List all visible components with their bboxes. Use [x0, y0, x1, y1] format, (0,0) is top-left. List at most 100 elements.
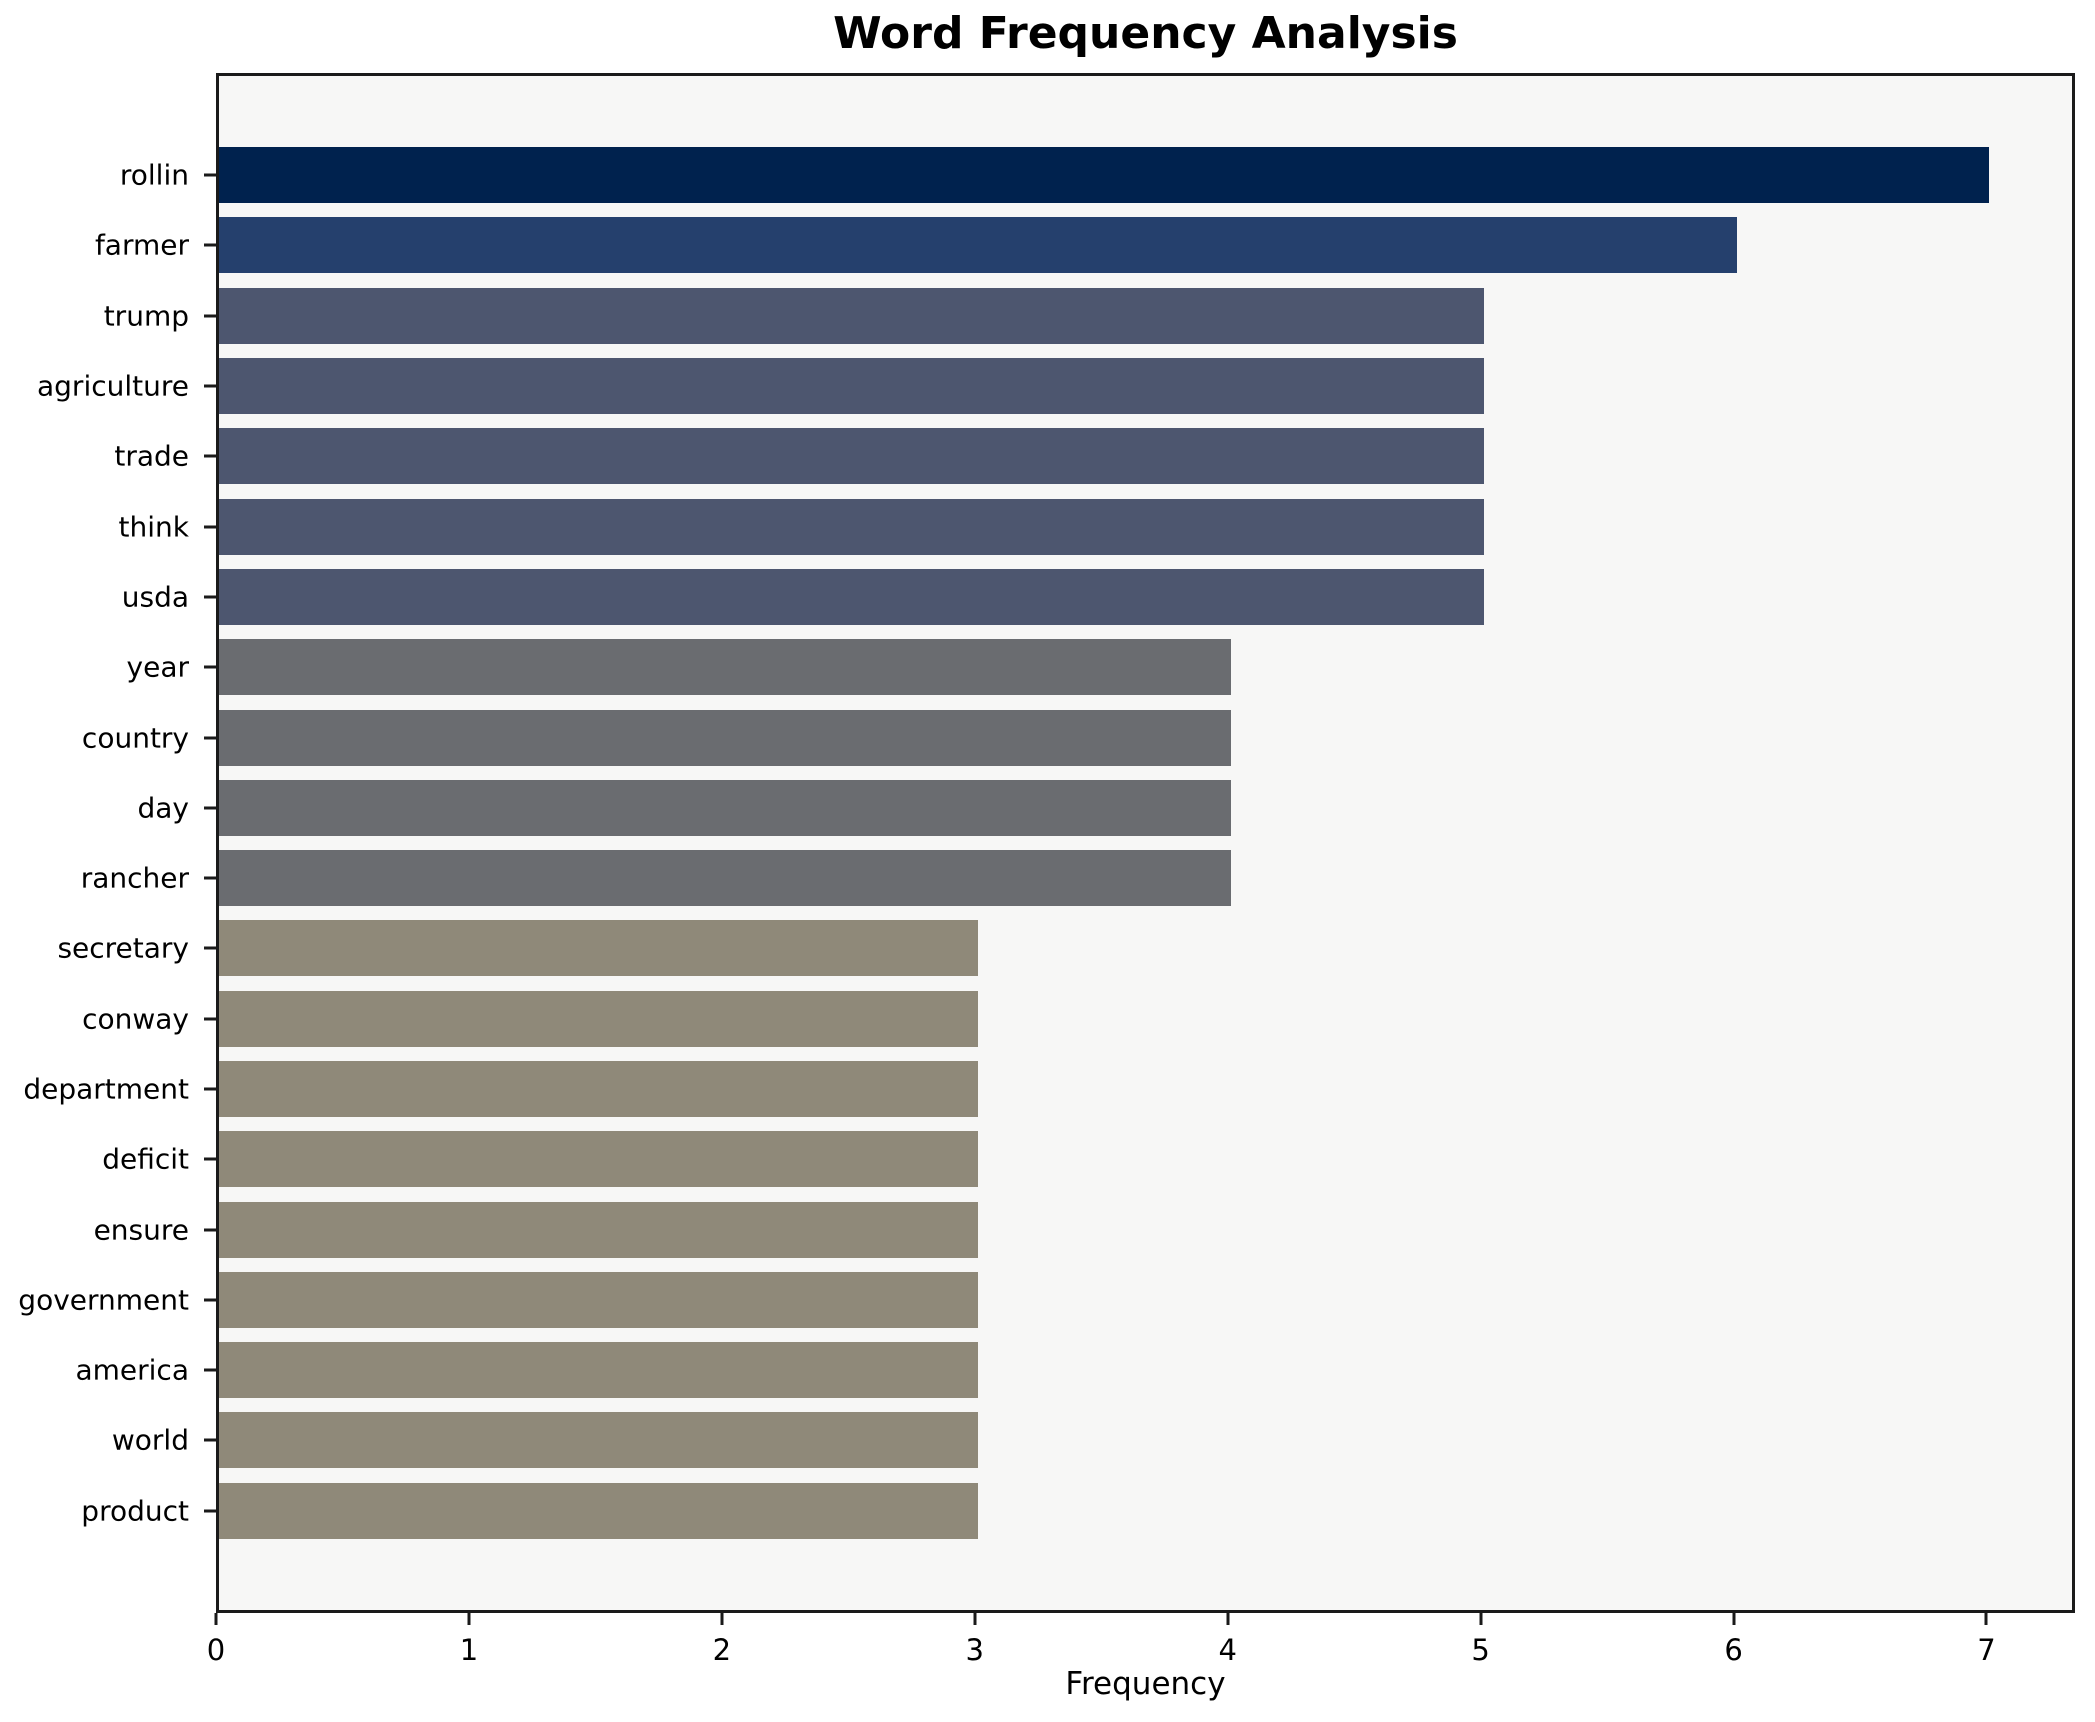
bar-row: america — [75, 1335, 2072, 1405]
bar-row: think — [119, 491, 2072, 561]
y-tick-label: america — [75, 1353, 189, 1387]
chart-title: Word Frequency Analysis — [833, 8, 1458, 59]
y-tick-label: rollin — [119, 158, 189, 192]
y-tick-label: product — [81, 1494, 189, 1528]
x-tick-label: 3 — [965, 1633, 984, 1667]
x-tick-label: 5 — [1471, 1633, 1490, 1667]
bar — [219, 147, 1989, 204]
bar — [219, 709, 1231, 766]
bar-row: trump — [104, 281, 2072, 351]
y-tick-label: department — [23, 1072, 189, 1106]
y-tick-mark — [204, 806, 216, 810]
bar-row: world — [112, 1405, 2072, 1475]
y-tick-mark — [204, 946, 216, 950]
x-tick-label: 2 — [712, 1633, 732, 1667]
y-tick-mark — [204, 525, 216, 529]
y-tick-mark — [204, 1438, 216, 1442]
x-axis-label: Frequency — [1065, 1666, 1226, 1702]
x-tick-label: 1 — [459, 1633, 479, 1667]
bar-row: government — [18, 1265, 2072, 1335]
y-tick-label: deficit — [102, 1142, 189, 1176]
bar-row: ensure — [94, 1194, 2072, 1264]
y-tick-label: country — [81, 721, 189, 755]
y-tick-label: think — [118, 510, 189, 544]
x-tick-mark — [973, 1613, 977, 1625]
bar-row: country — [82, 702, 2072, 772]
bar-row: product — [81, 1476, 2072, 1546]
x-tick-label: 4 — [1218, 1633, 1237, 1667]
x-tick-mark — [1984, 1613, 1988, 1625]
bar — [219, 1271, 978, 1328]
bar-row: agriculture — [37, 351, 2072, 421]
bar — [219, 1131, 978, 1188]
bar-row: trade — [114, 421, 2072, 491]
x-axis: 0 1 2 3 4 5 6 7 — [207, 1613, 2075, 1683]
bar-row: conway — [82, 984, 2072, 1054]
y-tick-label: agriculture — [37, 369, 189, 403]
bar-row: rancher — [81, 843, 2072, 913]
bar-row: deficit — [102, 1124, 2072, 1194]
bar — [219, 850, 1231, 907]
bar — [219, 1412, 978, 1469]
y-tick-mark — [204, 665, 216, 669]
x-tick-label: 7 — [1977, 1633, 1996, 1667]
y-tick-label: rancher — [80, 861, 189, 895]
x-tick-mark — [467, 1613, 471, 1625]
x-tick-mark — [1732, 1613, 1736, 1625]
y-tick-label: trump — [103, 299, 189, 333]
bar-row: secretary — [57, 913, 2072, 983]
y-tick-mark — [204, 1157, 216, 1161]
x-tick-label: 0 — [206, 1633, 226, 1667]
bar — [219, 1482, 978, 1539]
x-tick-mark — [1479, 1613, 1483, 1625]
bar-rows-container: rollin farmer trump agriculture trade think us… — [18, 76, 2072, 1610]
y-tick-mark — [204, 243, 216, 247]
y-tick-label: government — [18, 1283, 189, 1317]
y-tick-mark — [204, 1087, 216, 1091]
bar-row: day — [137, 773, 2072, 843]
y-tick-mark — [204, 314, 216, 318]
y-tick-mark — [204, 595, 216, 599]
x-tick-mark — [1226, 1613, 1230, 1625]
x-tick-mark — [720, 1613, 724, 1625]
y-tick-mark — [204, 384, 216, 388]
y-tick-mark — [204, 1017, 216, 1021]
bar-row: farmer — [95, 210, 2072, 280]
y-tick-mark — [204, 1298, 216, 1302]
y-tick-mark — [204, 1368, 216, 1372]
plot-area: rollin farmer trump agriculture trade think us… — [18, 73, 2075, 1613]
bar-row: usda — [122, 562, 2072, 632]
bar — [219, 428, 1484, 485]
bar — [219, 568, 1484, 625]
bar-row: rollin — [120, 140, 2072, 210]
y-tick-label: year — [126, 650, 189, 684]
bar — [219, 287, 1484, 344]
y-tick-label: conway — [82, 1002, 189, 1036]
bar-row: year — [127, 632, 2072, 702]
bar — [219, 358, 1484, 415]
y-tick-label: ensure — [93, 1213, 189, 1247]
x-tick-mark — [214, 1613, 218, 1625]
bar — [219, 1201, 978, 1258]
bar — [219, 779, 1231, 836]
y-tick-mark — [204, 1509, 216, 1513]
bar — [219, 990, 978, 1047]
y-tick-label: trade — [114, 439, 189, 473]
y-tick-label: world — [111, 1423, 189, 1457]
bar — [219, 498, 1484, 555]
x-tick-label: 6 — [1724, 1633, 1743, 1667]
y-tick-label: farmer — [94, 228, 189, 262]
y-tick-mark — [204, 736, 216, 740]
y-tick-mark — [204, 876, 216, 880]
y-tick-label: secretary — [57, 931, 189, 965]
bar — [219, 920, 978, 977]
y-tick-mark — [204, 173, 216, 177]
y-tick-mark — [204, 454, 216, 458]
bar — [219, 1342, 978, 1399]
bar — [219, 217, 1737, 274]
bar-row: department — [23, 1054, 2072, 1124]
bar — [219, 639, 1231, 696]
y-tick-label: usda — [121, 580, 189, 614]
y-tick-mark — [204, 1228, 216, 1232]
